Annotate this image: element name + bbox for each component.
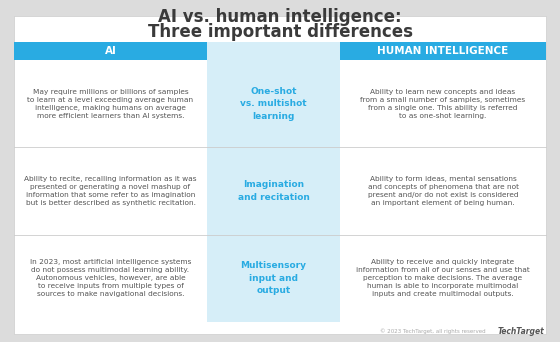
Text: One-shot
vs. multishot
learning: One-shot vs. multishot learning [240,87,307,121]
Text: AI: AI [105,46,116,56]
Text: Multisensory
input and
output: Multisensory input and output [240,261,306,295]
FancyBboxPatch shape [207,147,340,235]
Text: AI vs. human intelligence:: AI vs. human intelligence: [158,8,402,26]
FancyBboxPatch shape [207,235,340,322]
Text: May require millions or billions of samples
to learn at a level exceeding averag: May require millions or billions of samp… [27,89,194,119]
FancyBboxPatch shape [14,42,207,60]
Text: Ability to recite, recalling information as it was
presented or generating a nov: Ability to recite, recalling information… [24,176,197,206]
Text: HUMAN INTELLIGENCE: HUMAN INTELLIGENCE [377,46,508,56]
Text: © 2023 TechTarget, all rights reserved: © 2023 TechTarget, all rights reserved [380,328,491,334]
Text: Three important differences: Three important differences [147,23,413,41]
Text: In 2023, most artificial intelligence systems
do not possess multimodal learning: In 2023, most artificial intelligence sy… [30,259,191,297]
FancyBboxPatch shape [340,42,546,60]
Text: TechTarget: TechTarget [497,327,544,336]
Text: Imagination
and recitation: Imagination and recitation [237,180,310,202]
FancyBboxPatch shape [14,16,546,334]
Text: Ability to receive and quickly integrate
information from all of our senses and : Ability to receive and quickly integrate… [356,259,530,297]
Text: Ability to learn new concepts and ideas
from a small number of samples, sometime: Ability to learn new concepts and ideas … [361,89,526,119]
FancyBboxPatch shape [207,42,340,60]
FancyBboxPatch shape [207,60,340,147]
Text: Ability to form ideas, mental sensations
and concepts of phenomena that are not
: Ability to form ideas, mental sensations… [367,176,519,206]
